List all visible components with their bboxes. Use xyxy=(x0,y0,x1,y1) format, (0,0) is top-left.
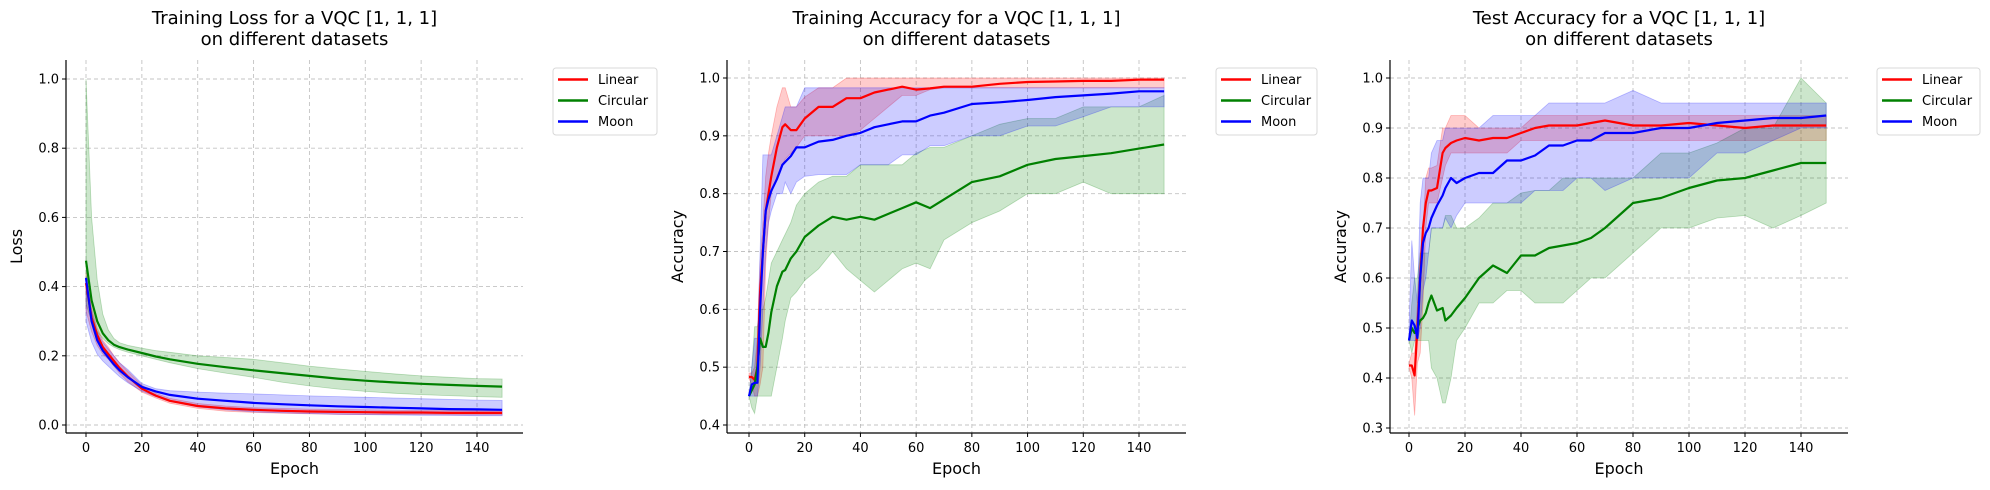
grid xyxy=(1390,60,1848,433)
y-tick-label: 0.9 xyxy=(1362,122,1383,137)
chart-title: Training Accuracy for a VQC [1, 1, 1] xyxy=(792,8,1121,29)
x-tick-label: 120 xyxy=(1733,441,1758,456)
chart-title: on different datasets xyxy=(201,29,389,50)
legend: Linear Circular Moon xyxy=(1876,67,1981,136)
y-axis-label: Accuracy xyxy=(1331,210,1350,283)
legend: Linear Circular Moon xyxy=(1215,67,1318,136)
legend-label-linear: Linear xyxy=(1261,73,1302,88)
legend-label-linear: Linear xyxy=(1922,73,1963,88)
line-circular xyxy=(1407,161,1827,341)
y-tick-label: 0.8 xyxy=(1362,172,1383,187)
y-tick-label: 0.5 xyxy=(699,361,720,376)
y-tick-label: 0.6 xyxy=(699,303,720,318)
line-circular xyxy=(748,143,1165,397)
plot-area xyxy=(84,78,503,417)
y-tick-label: 0.4 xyxy=(699,419,720,434)
panel-training-loss: Training Loss for a VQC [1, 1, 1]on diff… xyxy=(7,8,658,478)
y-tick-label: 0.6 xyxy=(1362,272,1383,287)
x-tick-label: 80 xyxy=(301,441,318,456)
y-tick-label: 0.8 xyxy=(699,187,720,202)
x-tick-label: 20 xyxy=(796,441,813,456)
y-tick-label: 0.4 xyxy=(1362,372,1383,387)
legend: Linear Circular Moon xyxy=(552,67,658,136)
grid xyxy=(727,60,1186,433)
line-circular xyxy=(84,260,503,388)
y-tick-label: 0.5 xyxy=(1362,322,1383,337)
x-tick-label: 120 xyxy=(409,441,434,456)
band-circular xyxy=(1408,77,1827,404)
y-tick-label: 0.0 xyxy=(38,419,59,434)
y-tick-label: 0.8 xyxy=(38,142,59,157)
x-tick-label: 140 xyxy=(1127,441,1152,456)
plot-area xyxy=(1407,77,1827,416)
band-circular xyxy=(85,78,503,398)
x-tick-label: 100 xyxy=(1677,441,1702,456)
y-tick-label: 1.0 xyxy=(699,72,720,87)
x-tick-label: 140 xyxy=(1789,441,1814,456)
line-linear xyxy=(84,282,503,414)
line-linear xyxy=(1409,119,1827,377)
x-tick-label: 120 xyxy=(1071,441,1096,456)
band-linear xyxy=(85,272,503,416)
y-tick-label: 0.2 xyxy=(38,349,59,364)
line-moon xyxy=(747,90,1165,397)
y-tick-label: 1.0 xyxy=(38,73,59,88)
band-linear xyxy=(1408,115,1827,416)
x-tick-label: 0 xyxy=(745,441,753,456)
y-tick-label: 1.0 xyxy=(1362,72,1383,87)
y-axis-label: Loss xyxy=(7,229,26,264)
legend-label-moon: Moon xyxy=(1922,115,1957,130)
x-tick-label: 60 xyxy=(1569,441,1586,456)
y-tick-label: 0.3 xyxy=(1362,422,1383,437)
y-tick-label: 0.4 xyxy=(38,280,59,295)
x-tick-label: 40 xyxy=(852,441,869,456)
x-tick-label: 20 xyxy=(1457,441,1474,456)
legend-label-moon: Moon xyxy=(1261,115,1296,130)
x-tick-label: 100 xyxy=(353,441,378,456)
y-axis-label: Accuracy xyxy=(668,210,687,283)
band-moon xyxy=(85,276,503,417)
x-tick-label: 20 xyxy=(134,441,151,456)
x-tick-label: 140 xyxy=(465,441,490,456)
x-tick-label: 60 xyxy=(245,441,262,456)
panel-training-accuracy: Training Accuracy for a VQC [1, 1, 1]on … xyxy=(668,8,1318,478)
chart-title: Test Accuracy for a VQC [1, 1, 1] xyxy=(1472,8,1765,29)
panel-test-accuracy: Test Accuracy for a VQC [1, 1, 1]on diff… xyxy=(1331,8,1981,478)
chart-title: on different datasets xyxy=(1525,29,1713,50)
x-tick-label: 80 xyxy=(964,441,981,456)
x-tick-label: 80 xyxy=(1625,441,1642,456)
y-tick-label: 0.6 xyxy=(38,211,59,226)
chart-title: on different datasets xyxy=(863,29,1051,50)
line-moon xyxy=(1407,114,1827,341)
x-tick-label: 40 xyxy=(189,441,206,456)
x-tick-label: 0 xyxy=(1405,441,1413,456)
legend-label-moon: Moon xyxy=(598,115,633,130)
x-axis-label: Epoch xyxy=(932,459,981,478)
y-tick-label: 0.7 xyxy=(699,245,720,260)
band-moon xyxy=(748,87,1165,397)
y-tick-label: 0.7 xyxy=(1362,222,1383,237)
chart-title: Training Loss for a VQC [1, 1, 1] xyxy=(151,8,437,29)
legend-label-linear: Linear xyxy=(598,73,639,88)
legend-label-circular: Circular xyxy=(598,94,649,109)
x-tick-label: 100 xyxy=(1015,441,1040,456)
x-tick-label: 60 xyxy=(908,441,925,456)
x-tick-label: 0 xyxy=(82,441,90,456)
x-axis-label: Epoch xyxy=(1595,459,1644,478)
legend-label-circular: Circular xyxy=(1922,94,1973,109)
legend-label-circular: Circular xyxy=(1261,94,1312,109)
y-tick-label: 0.9 xyxy=(699,129,720,144)
x-tick-label: 40 xyxy=(1513,441,1530,456)
band-moon xyxy=(1408,90,1827,341)
plot-area xyxy=(747,77,1165,415)
x-axis-label: Epoch xyxy=(270,459,319,478)
line-moon xyxy=(84,277,503,411)
